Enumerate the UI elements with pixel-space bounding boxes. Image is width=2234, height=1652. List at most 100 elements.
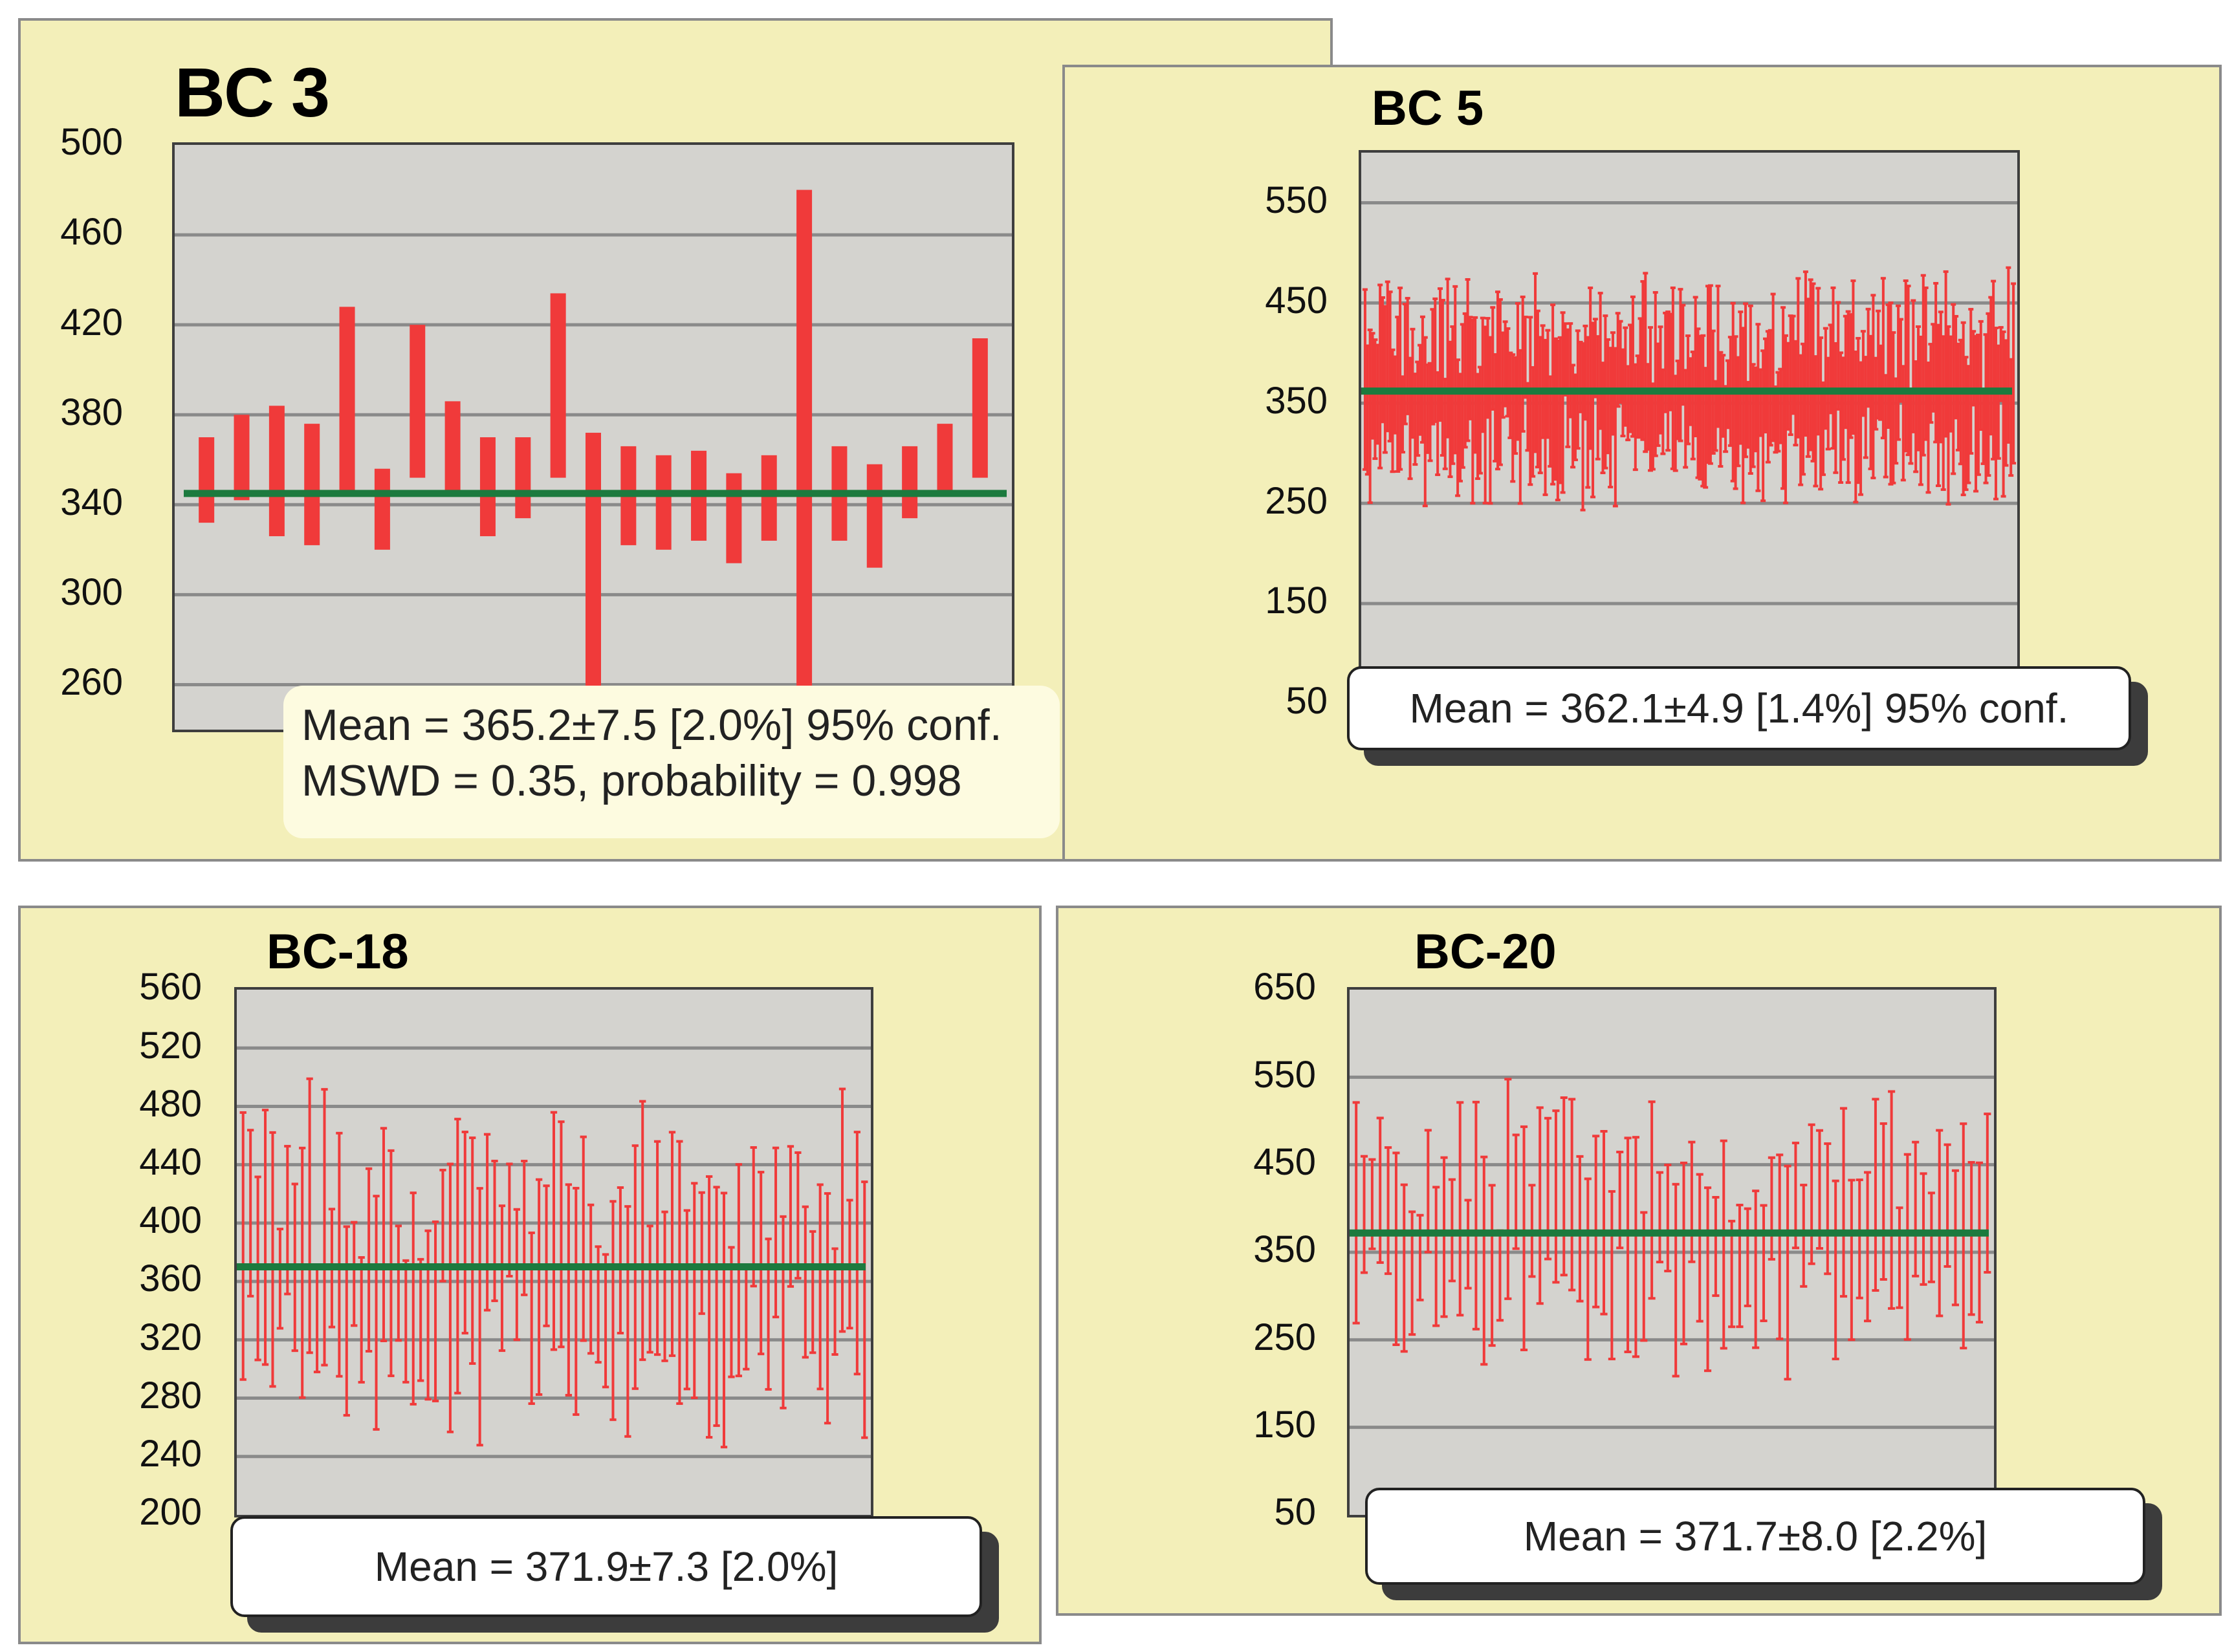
y-tick-label: 200 bbox=[139, 1491, 202, 1534]
chart-title-bc5: BC 5 bbox=[1372, 81, 1484, 136]
error-bar bbox=[720, 1191, 728, 1449]
error-bar bbox=[388, 1149, 395, 1378]
data-bar bbox=[972, 338, 988, 478]
error-bar bbox=[1367, 328, 1373, 505]
data-bar bbox=[866, 464, 882, 568]
error-bar bbox=[1455, 358, 1461, 497]
error-bar bbox=[373, 1195, 380, 1431]
y-tick-label: 550 bbox=[1253, 1053, 1316, 1096]
error-bar bbox=[1643, 272, 1648, 453]
error-bar bbox=[498, 1204, 506, 1353]
error-bar bbox=[713, 1186, 720, 1428]
y-tick-label: 450 bbox=[1265, 279, 1328, 321]
y-tick-label: 460 bbox=[60, 211, 123, 254]
error-bar bbox=[432, 1220, 439, 1402]
error-bar bbox=[587, 1203, 595, 1355]
error-bar bbox=[1832, 1179, 1839, 1360]
error-bar bbox=[809, 1230, 816, 1354]
y-tick-label: 440 bbox=[139, 1141, 202, 1184]
error-bar bbox=[306, 1077, 313, 1354]
error-bar bbox=[2011, 282, 2017, 465]
error-bar bbox=[1736, 1204, 1744, 1329]
error-bar bbox=[1656, 1171, 1664, 1264]
annotation-box-bc3: Mean = 365.2±7.5 [2.0%] 95% conf. MSWD =… bbox=[283, 686, 1060, 838]
error-bar bbox=[469, 1136, 476, 1365]
y-tick-label: 650 bbox=[1253, 966, 1316, 1008]
error-bar bbox=[1632, 1136, 1639, 1358]
error-bar bbox=[580, 1135, 587, 1342]
error-bar bbox=[1856, 1179, 1863, 1299]
error-bar bbox=[1944, 1143, 1951, 1268]
data-bar bbox=[374, 468, 390, 550]
error-bar bbox=[1352, 1101, 1360, 1325]
error-bar bbox=[1768, 1156, 1775, 1261]
error-bar bbox=[558, 1120, 565, 1349]
error-bar bbox=[765, 1237, 772, 1391]
error-bar bbox=[787, 1145, 794, 1288]
error-bar bbox=[1896, 304, 1901, 441]
error-bar bbox=[299, 1146, 306, 1399]
annotation-line-1-bc3: Mean = 365.2±7.5 [2.0%] 95% conf. bbox=[301, 701, 1002, 750]
error-bar bbox=[343, 1225, 350, 1417]
error-bar bbox=[261, 1109, 269, 1366]
y-tick-label: 150 bbox=[1253, 1404, 1316, 1446]
error-bar bbox=[1704, 1186, 1712, 1373]
plot-area-bc3 bbox=[172, 142, 1014, 732]
error-bar bbox=[617, 1186, 624, 1334]
y-tick-label: 260 bbox=[60, 660, 123, 703]
error-bar bbox=[1896, 1206, 1903, 1309]
error-bar bbox=[624, 1205, 631, 1438]
y-tick-label: 250 bbox=[1253, 1316, 1316, 1358]
y-tick-label: 320 bbox=[139, 1316, 202, 1358]
error-bar bbox=[838, 1087, 846, 1333]
error-bar bbox=[1967, 1160, 1975, 1316]
error-bar bbox=[1472, 1100, 1480, 1331]
error-bar bbox=[1927, 1191, 1935, 1283]
error-bar bbox=[1576, 1155, 1584, 1303]
error-bar bbox=[476, 1187, 483, 1447]
error-bar bbox=[1920, 274, 1926, 457]
y-tick-label: 250 bbox=[1265, 479, 1328, 522]
error-bar bbox=[410, 1191, 417, 1406]
error-bar bbox=[1377, 283, 1383, 470]
annotation-box-bc5: Mean = 362.1±4.9 [1.4%] 95% conf. bbox=[1347, 666, 2131, 750]
data-bar bbox=[479, 437, 496, 536]
error-bar bbox=[1951, 1169, 1959, 1307]
error-bar bbox=[1432, 1186, 1440, 1327]
y-tick-label: 360 bbox=[139, 1257, 202, 1300]
error-bar bbox=[513, 1208, 520, 1342]
data-bar bbox=[586, 433, 601, 699]
error-bar bbox=[483, 1133, 491, 1312]
y-tick-label: 380 bbox=[60, 391, 123, 433]
error-bar bbox=[1728, 1219, 1736, 1329]
y-tick-label: 400 bbox=[139, 1199, 202, 1242]
error-bar bbox=[1480, 1155, 1488, 1366]
error-bar bbox=[2000, 330, 2006, 498]
y-tick-label: 340 bbox=[60, 481, 123, 523]
error-bar bbox=[1984, 1113, 1991, 1274]
error-bar bbox=[758, 1171, 765, 1356]
error-bar bbox=[1497, 298, 1503, 466]
error-bar bbox=[676, 1140, 683, 1405]
error-bar bbox=[1392, 1151, 1400, 1346]
error-bar bbox=[269, 1131, 276, 1388]
error-bar bbox=[1870, 294, 1876, 479]
error-bar bbox=[1936, 1129, 1944, 1318]
error-bar bbox=[1440, 1156, 1448, 1318]
error-bar bbox=[1718, 351, 1724, 468]
error-bar bbox=[1584, 1177, 1592, 1361]
error-bar bbox=[1608, 1190, 1615, 1360]
error-bar bbox=[705, 1175, 713, 1439]
error-bar bbox=[1678, 288, 1683, 442]
error-bar bbox=[653, 1140, 661, 1356]
error-bar bbox=[1520, 295, 1526, 433]
error-bar bbox=[439, 1168, 446, 1283]
chart-title-bc3: BC 3 bbox=[175, 53, 330, 131]
error-bar bbox=[1496, 1229, 1504, 1322]
error-bar bbox=[454, 1118, 461, 1395]
error-bar bbox=[1815, 1129, 1824, 1250]
error-bar bbox=[1968, 308, 1974, 455]
error-bar bbox=[1864, 1171, 1872, 1323]
error-bar bbox=[1912, 1140, 1920, 1277]
error-bar bbox=[1743, 302, 1749, 459]
